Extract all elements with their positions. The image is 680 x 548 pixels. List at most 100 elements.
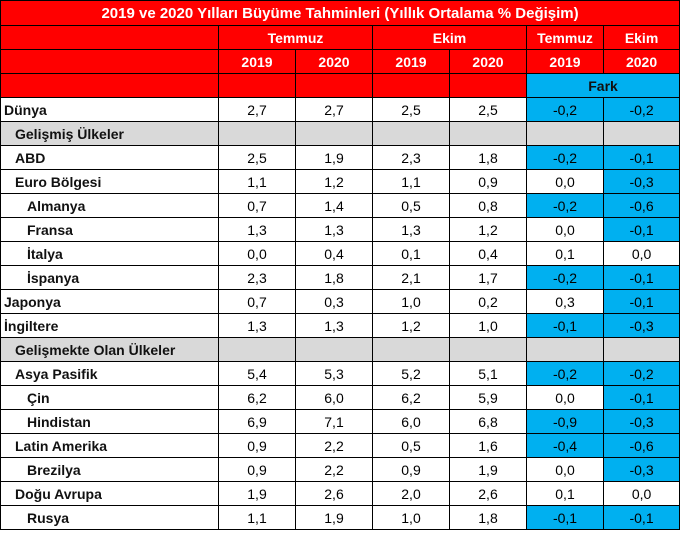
forecast-value: 6,2 xyxy=(372,385,450,410)
forecast-value: 2,3 xyxy=(372,145,450,170)
difference-value: -0,2 xyxy=(602,361,680,386)
section-cell xyxy=(449,121,527,146)
header-spacer xyxy=(449,73,527,98)
difference-value: -0,1 xyxy=(526,505,604,530)
forecast-value: 2,7 xyxy=(218,97,296,122)
forecast-value: 1,3 xyxy=(295,217,373,242)
table-row: Fransa 1,3 1,3 1,3 1,2 0,0 -0,1 xyxy=(0,217,680,242)
country-label: Dünya xyxy=(0,97,219,122)
header-spacer xyxy=(295,73,373,98)
section-cell xyxy=(449,337,527,362)
difference-value: 0,0 xyxy=(602,241,680,266)
difference-value: -0,4 xyxy=(526,433,604,458)
forecast-value: 2,2 xyxy=(295,433,373,458)
forecast-value: 2,6 xyxy=(449,481,527,506)
section-cell xyxy=(295,337,373,362)
forecast-value: 1,9 xyxy=(449,457,527,482)
section-cell xyxy=(602,121,680,146)
section-cell xyxy=(295,121,373,146)
forecast-value: 1,9 xyxy=(295,505,373,530)
header-year: 2020 xyxy=(295,49,373,74)
table-row: Hindistan 6,9 7,1 6,0 6,8 -0,9 -0,3 xyxy=(0,409,680,434)
country-label: İngiltere xyxy=(0,313,219,338)
forecast-value: 2,5 xyxy=(449,97,527,122)
difference-value: -0,1 xyxy=(602,265,680,290)
forecast-value: 6,2 xyxy=(218,385,296,410)
difference-value: -0,3 xyxy=(602,409,680,434)
header-corner xyxy=(0,49,219,74)
country-label: Doğu Avrupa xyxy=(0,481,219,506)
difference-value: -0,2 xyxy=(526,193,604,218)
country-label: Euro Bölgesi xyxy=(0,169,219,194)
table-row: İspanya 2,3 1,8 2,1 1,7 -0,2 -0,1 xyxy=(0,265,680,290)
header-group-fark-temmuz: Temmuz xyxy=(526,25,604,50)
forecast-value: 2,7 xyxy=(295,97,373,122)
forecast-value: 2,3 xyxy=(218,265,296,290)
forecast-value: 0,1 xyxy=(372,241,450,266)
forecast-value: 2,2 xyxy=(295,457,373,482)
forecast-value: 0,5 xyxy=(372,193,450,218)
difference-value: -0,6 xyxy=(602,193,680,218)
difference-value: -0,2 xyxy=(526,145,604,170)
forecast-value: 6,8 xyxy=(449,409,527,434)
forecast-value: 1,1 xyxy=(218,505,296,530)
section-row: Gelişmiş Ülkeler xyxy=(0,121,680,146)
forecast-value: 5,2 xyxy=(372,361,450,386)
difference-value: -0,3 xyxy=(602,457,680,482)
difference-value: 0,0 xyxy=(526,169,604,194)
forecast-value: 0,5 xyxy=(372,433,450,458)
forecast-value: 0,7 xyxy=(218,289,296,314)
difference-value: -0,6 xyxy=(602,433,680,458)
forecast-value: 0,4 xyxy=(295,241,373,266)
table-row: Brezilya 0,9 2,2 0,9 1,9 0,0 -0,3 xyxy=(0,457,680,482)
forecast-value: 6,0 xyxy=(295,385,373,410)
header-year: 2020 xyxy=(602,49,680,74)
difference-value: -0,9 xyxy=(526,409,604,434)
table-row: ABD 2,5 1,9 2,3 1,8 -0,2 -0,1 xyxy=(0,145,680,170)
forecast-value: 1,3 xyxy=(218,313,296,338)
forecast-value: 1,3 xyxy=(295,313,373,338)
header-spacer xyxy=(372,73,450,98)
table-row: Latin Amerika 0,9 2,2 0,5 1,6 -0,4 -0,6 xyxy=(0,433,680,458)
section-cell xyxy=(526,121,604,146)
forecast-value: 2,0 xyxy=(372,481,450,506)
header-year-row: 2019 2020 2019 2020 2019 2020 xyxy=(0,49,680,74)
header-group-temmuz: Temmuz xyxy=(218,25,373,50)
table-row: Dünya 2,7 2,7 2,5 2,5 -0,2 -0,2 xyxy=(0,97,680,122)
forecast-value: 2,6 xyxy=(295,481,373,506)
difference-value: -0,1 xyxy=(602,385,680,410)
header-year: 2019 xyxy=(218,49,296,74)
difference-value: -0,2 xyxy=(526,361,604,386)
forecast-value: 6,9 xyxy=(218,409,296,434)
difference-value: -0,3 xyxy=(602,313,680,338)
forecast-value: 1,8 xyxy=(449,145,527,170)
difference-value: -0,1 xyxy=(602,505,680,530)
forecast-value: 1,6 xyxy=(449,433,527,458)
forecast-value: 5,3 xyxy=(295,361,373,386)
forecast-value: 1,2 xyxy=(295,169,373,194)
section-label: Gelişmiş Ülkeler xyxy=(0,121,219,146)
difference-value: -0,2 xyxy=(602,97,680,122)
section-cell xyxy=(372,337,450,362)
forecast-value: 1,0 xyxy=(372,289,450,314)
forecast-value: 2,1 xyxy=(372,265,450,290)
forecast-value: 0,2 xyxy=(449,289,527,314)
forecast-value: 7,1 xyxy=(295,409,373,434)
forecast-value: 0,9 xyxy=(218,457,296,482)
country-label: Çin xyxy=(0,385,219,410)
difference-value: 0,0 xyxy=(526,457,604,482)
table-row: Japonya 0,7 0,3 1,0 0,2 0,3 -0,1 xyxy=(0,289,680,314)
header-group-ekim: Ekim xyxy=(372,25,527,50)
forecast-value: 0,7 xyxy=(218,193,296,218)
country-label: İtalya xyxy=(0,241,219,266)
country-label: Fransa xyxy=(0,217,219,242)
forecast-value: 1,2 xyxy=(372,313,450,338)
difference-value: 0,3 xyxy=(526,289,604,314)
forecast-value: 0,9 xyxy=(449,169,527,194)
table-row: İtalya 0,0 0,4 0,1 0,4 0,1 0,0 xyxy=(0,241,680,266)
section-row: Gelişmekte Olan Ülkeler xyxy=(0,337,680,362)
forecast-value: 1,3 xyxy=(372,217,450,242)
section-cell xyxy=(218,337,296,362)
header-year: 2019 xyxy=(372,49,450,74)
difference-value: -0,1 xyxy=(602,217,680,242)
